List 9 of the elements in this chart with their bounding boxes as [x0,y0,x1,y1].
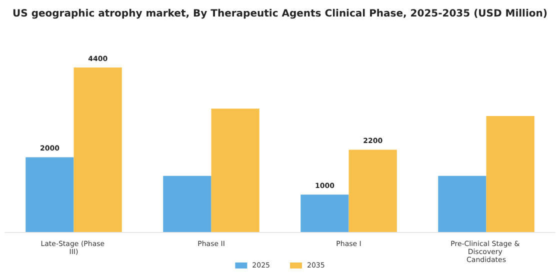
chart-title: US geographic atrophy market, By Therapeutic Agents Clinical Phase, 2025-2035 (USD Million) [12,8,548,20]
bar [486,116,534,232]
bar [211,108,260,232]
bar [163,176,212,232]
bar [300,194,349,232]
bar [26,157,74,232]
bar [348,150,397,232]
bar [438,176,486,232]
bar [74,67,122,232]
